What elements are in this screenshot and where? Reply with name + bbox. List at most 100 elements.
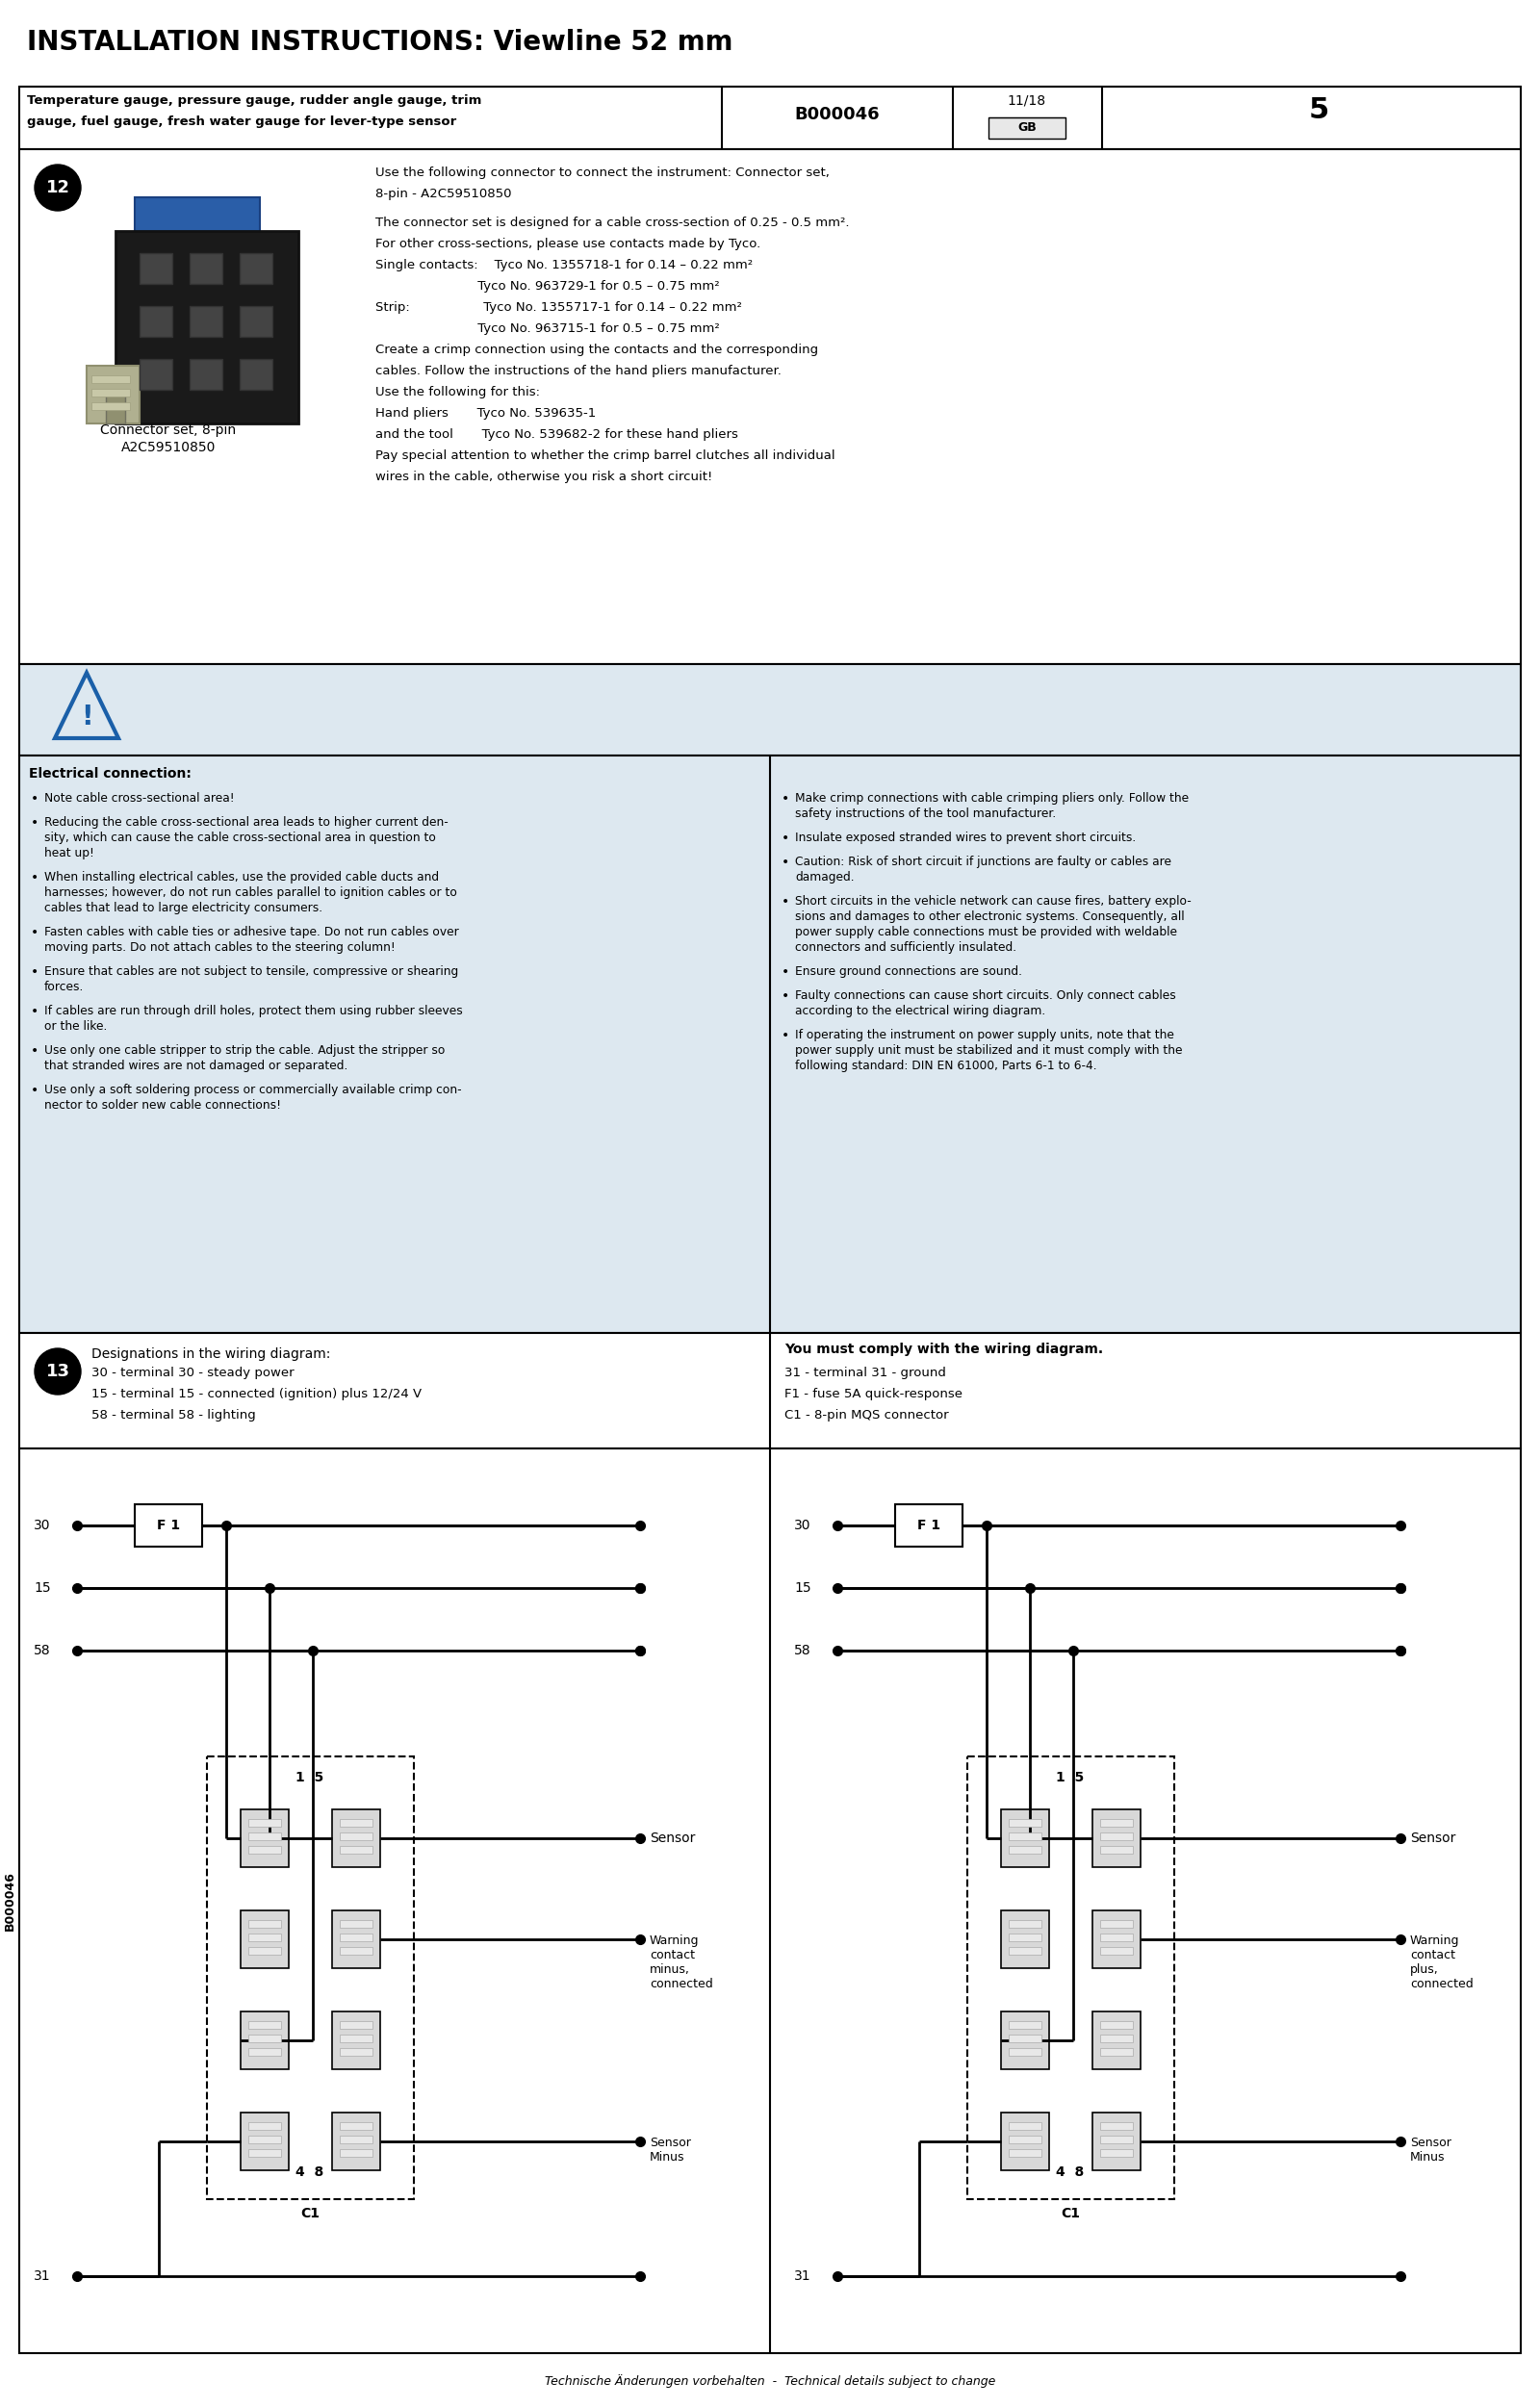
- Bar: [1009, 1847, 1041, 1854]
- Text: 1  5: 1 5: [1056, 1770, 1084, 1784]
- Bar: [248, 1832, 280, 1840]
- Text: Sensor: Sensor: [1411, 1832, 1455, 1845]
- Text: •: •: [31, 1004, 38, 1019]
- Text: •: •: [782, 966, 790, 978]
- Bar: [1009, 2121, 1041, 2129]
- Text: damaged.: damaged.: [795, 872, 855, 884]
- Circle shape: [34, 164, 80, 212]
- Bar: [140, 253, 172, 284]
- Text: 15: 15: [795, 1582, 812, 1594]
- Text: 5: 5: [1309, 96, 1329, 125]
- Bar: [1100, 1948, 1133, 1955]
- Bar: [248, 2136, 280, 2143]
- Text: Single contacts:    Tyco No. 1355718-1 for 0.14 – 0.22 mm²: Single contacts: Tyco No. 1355718-1 for …: [376, 260, 753, 272]
- Bar: [340, 1832, 373, 1840]
- Bar: [1100, 1847, 1133, 1854]
- Bar: [340, 2136, 373, 2143]
- Bar: [140, 306, 172, 337]
- Bar: [333, 2011, 380, 2068]
- Bar: [106, 395, 125, 424]
- Text: F 1: F 1: [918, 1519, 941, 1531]
- Text: Pay special attention to whether the crimp barrel clutches all individual: Pay special attention to whether the cri…: [376, 450, 835, 462]
- Bar: [1092, 1910, 1141, 1967]
- Bar: [18, 756, 1522, 1334]
- Bar: [1009, 1948, 1041, 1955]
- Bar: [1009, 1919, 1041, 1929]
- Bar: [340, 1948, 373, 1955]
- Bar: [116, 231, 299, 424]
- Text: You must comply with the wiring diagram.: You must comply with the wiring diagram.: [784, 1344, 1103, 1356]
- Text: Use only one cable stripper to strip the cable. Adjust the stripper so: Use only one cable stripper to strip the…: [45, 1045, 445, 1057]
- Bar: [1009, 1818, 1041, 1828]
- Bar: [240, 359, 273, 390]
- Text: 58: 58: [34, 1645, 51, 1657]
- Bar: [86, 366, 140, 424]
- Circle shape: [34, 1348, 80, 1394]
- Bar: [248, 1818, 280, 1828]
- Bar: [1009, 2020, 1041, 2030]
- Text: B000046: B000046: [795, 106, 879, 123]
- Text: power supply cable connections must be provided with weldable: power supply cable connections must be p…: [795, 925, 1177, 939]
- Bar: [895, 1505, 962, 1546]
- Bar: [1100, 2020, 1133, 2030]
- Text: gauge, fuel gauge, fresh water gauge for lever-type sensor: gauge, fuel gauge, fresh water gauge for…: [28, 116, 456, 128]
- Text: F1 - fuse 5A quick-response: F1 - fuse 5A quick-response: [784, 1387, 962, 1401]
- Text: nector to solder new cable connections!: nector to solder new cable connections!: [45, 1098, 280, 1112]
- Text: Electrical connection:: Electrical connection:: [29, 768, 191, 780]
- Text: moving parts. Do not attach cables to the steering column!: moving parts. Do not attach cables to th…: [45, 942, 396, 954]
- Text: •: •: [782, 990, 790, 1002]
- Text: 8-pin - A2C59510850: 8-pin - A2C59510850: [376, 188, 511, 200]
- Bar: [136, 1505, 202, 1546]
- Text: Tyco No. 963715-1 for 0.5 – 0.75 mm²: Tyco No. 963715-1 for 0.5 – 0.75 mm²: [376, 323, 719, 335]
- Bar: [340, 1847, 373, 1854]
- Text: Insulate exposed stranded wires to prevent short circuits.: Insulate exposed stranded wires to preve…: [795, 831, 1137, 845]
- Bar: [340, 2148, 373, 2158]
- Text: 31: 31: [34, 2268, 51, 2283]
- Text: C1: C1: [300, 2206, 320, 2220]
- Bar: [340, 2020, 373, 2030]
- Text: 58: 58: [795, 1645, 812, 1657]
- Bar: [1100, 2121, 1133, 2129]
- Text: Ensure that cables are not subject to tensile, compressive or shearing: Ensure that cables are not subject to te…: [45, 966, 459, 978]
- Bar: [240, 2112, 290, 2170]
- Text: Caution: Risk of short circuit if junctions are faulty or cables are: Caution: Risk of short circuit if juncti…: [795, 855, 1172, 869]
- Text: 12: 12: [46, 178, 69, 197]
- Bar: [1100, 2136, 1133, 2143]
- Bar: [18, 87, 1522, 149]
- Text: •: •: [31, 925, 38, 939]
- Bar: [333, 1910, 380, 1967]
- Text: When installing electrical cables, use the provided cable ducts and: When installing electrical cables, use t…: [45, 872, 439, 884]
- Text: 30: 30: [34, 1519, 51, 1531]
- Text: •: •: [782, 831, 790, 845]
- Bar: [340, 2035, 373, 2042]
- Bar: [248, 1948, 280, 1955]
- Text: cables that lead to large electricity consumers.: cables that lead to large electricity co…: [45, 903, 322, 915]
- Text: Tyco No. 963729-1 for 0.5 – 0.75 mm²: Tyco No. 963729-1 for 0.5 – 0.75 mm²: [376, 279, 719, 294]
- Bar: [333, 2112, 380, 2170]
- Text: 15: 15: [34, 1582, 51, 1594]
- Bar: [967, 1755, 1175, 2199]
- Text: Warning
contact
minus,
connected: Warning contact minus, connected: [650, 1934, 713, 1991]
- Text: •: •: [31, 1084, 38, 1098]
- Text: 15 - terminal 15 - connected (ignition) plus 12/24 V: 15 - terminal 15 - connected (ignition) …: [91, 1387, 422, 1401]
- Text: GB: GB: [1018, 123, 1036, 135]
- Text: that stranded wires are not damaged or separated.: that stranded wires are not damaged or s…: [45, 1060, 348, 1072]
- Bar: [18, 1450, 1522, 2353]
- Bar: [91, 388, 129, 397]
- Text: cables. Follow the instructions of the hand pliers manufacturer.: cables. Follow the instructions of the h…: [376, 364, 781, 378]
- Bar: [18, 149, 1522, 665]
- Bar: [1100, 1919, 1133, 1929]
- Text: Sensor
Minus: Sensor Minus: [1411, 2136, 1451, 2162]
- Text: Temperature gauge, pressure gauge, rudder angle gauge, trim: Temperature gauge, pressure gauge, rudde…: [28, 94, 482, 106]
- Bar: [1001, 2011, 1049, 2068]
- Text: 13: 13: [46, 1363, 69, 1380]
- Text: Faulty connections can cause short circuits. Only connect cables: Faulty connections can cause short circu…: [795, 990, 1177, 1002]
- Text: Hand pliers       Tyco No. 539635-1: Hand pliers Tyco No. 539635-1: [376, 407, 596, 419]
- Text: 4  8: 4 8: [296, 2165, 323, 2179]
- Text: C1: C1: [1061, 2206, 1080, 2220]
- Text: 30 - terminal 30 - steady power: 30 - terminal 30 - steady power: [91, 1368, 294, 1380]
- Text: following standard: DIN EN 61000, Parts 6-1 to 6-4.: following standard: DIN EN 61000, Parts …: [795, 1060, 1096, 1072]
- Bar: [189, 253, 222, 284]
- Bar: [189, 359, 222, 390]
- Text: If operating the instrument on power supply units, note that the: If operating the instrument on power sup…: [795, 1028, 1173, 1040]
